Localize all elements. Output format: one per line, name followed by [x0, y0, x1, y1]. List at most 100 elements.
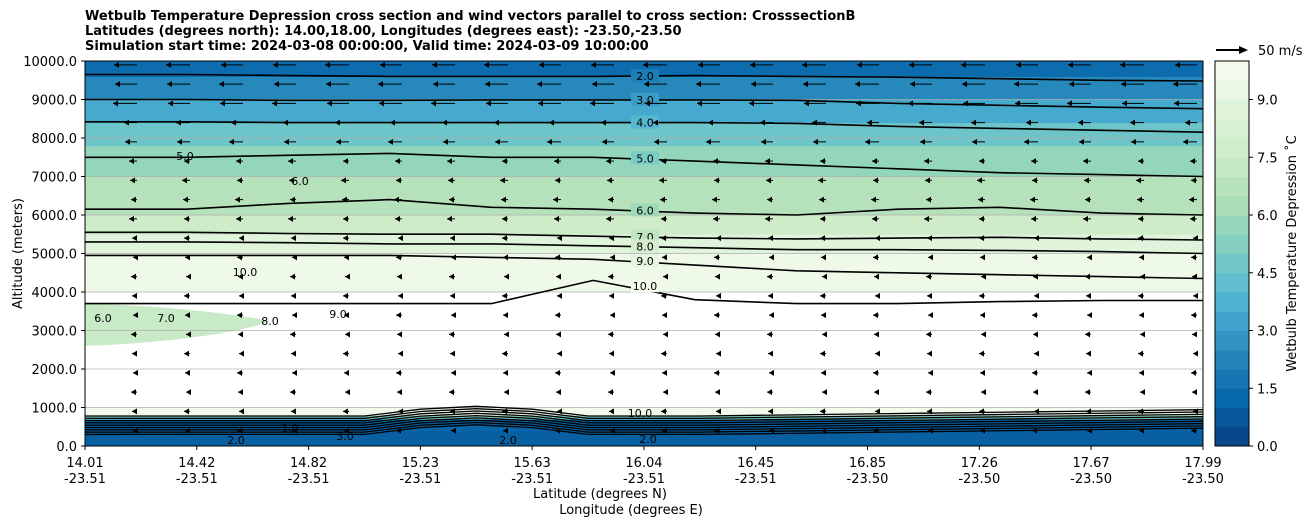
- contour-label-bg: [631, 151, 659, 165]
- wind-vector-head: [167, 81, 172, 88]
- wind-vector-head: [183, 196, 188, 203]
- wind-vector-head: [768, 292, 773, 299]
- contour-label: 3.0: [336, 430, 354, 443]
- wind-vector-head: [449, 389, 454, 396]
- wind-vector-head: [449, 196, 454, 203]
- wind-vector-head: [115, 81, 120, 88]
- y-tick-label: 9000.0: [32, 94, 78, 109]
- wind-vector-head: [1138, 350, 1143, 357]
- wind-vector-head: [820, 292, 825, 299]
- y-tick-label: 4000.0: [32, 286, 78, 301]
- y-tick-label: 1000.0: [32, 402, 78, 417]
- wind-vector-head: [602, 138, 607, 145]
- wind-vector-head: [345, 389, 350, 396]
- wind-vector-head: [865, 138, 870, 145]
- contour-label-bg: [631, 239, 659, 253]
- wind-vector-head: [449, 273, 454, 280]
- wind-vector-head: [714, 369, 719, 376]
- wind-vector-head: [822, 389, 827, 396]
- wind-vector-head: [812, 119, 817, 126]
- colorbar-segment: [1215, 388, 1249, 408]
- wind-vector-head: [292, 369, 297, 376]
- x-axis-label-2: Longitude (degrees E): [559, 503, 703, 518]
- wind-vector-head: [219, 81, 224, 88]
- y-tick-label: 5000.0: [32, 248, 78, 263]
- wind-vector-head: [235, 196, 240, 203]
- wind-vector-head: [661, 235, 666, 242]
- colorbar: 0.0 1.5 3.0 4.5 6.0 7.5 9.0 Wetbulb Temperature…: [1214, 60, 1300, 455]
- wind-vector-head: [556, 331, 561, 338]
- wind-vector-head: [645, 100, 650, 107]
- wind-vector-head: [132, 408, 137, 415]
- wind-vector-head: [981, 331, 986, 338]
- wind-vector-head: [486, 100, 491, 107]
- wind-vector-head: [450, 292, 455, 299]
- wind-vector-head: [291, 408, 296, 415]
- wind-vector-head: [1193, 350, 1198, 357]
- wind-vector-head: [166, 61, 171, 68]
- wind-vector-head: [398, 350, 403, 357]
- wind-vector-head: [696, 81, 701, 88]
- wind-vector-head: [872, 158, 877, 165]
- wind-vector-head: [1140, 331, 1145, 338]
- wind-vector-head: [766, 177, 771, 184]
- wind-vector-head: [767, 331, 772, 338]
- surface-contour-line: [85, 417, 1203, 429]
- wind-vector-head: [1083, 215, 1088, 222]
- wind-vector-head: [291, 235, 296, 242]
- wind-vector-head: [133, 254, 138, 261]
- wind-vector-head: [274, 81, 279, 88]
- wind-vector-head: [237, 254, 242, 261]
- surface-contour-line: [85, 405, 1203, 417]
- wind-vector-head: [610, 254, 615, 261]
- wind-vector-head: [396, 177, 401, 184]
- wind-vector-head: [820, 408, 825, 415]
- wind-vector-head: [344, 427, 349, 434]
- wind-vector-head: [537, 81, 542, 88]
- wind-vector-head: [451, 254, 456, 261]
- wind-vector-head: [185, 427, 190, 434]
- wind-vector-head: [872, 215, 877, 222]
- wind-vector-head: [662, 369, 667, 376]
- x-axis-label: Latitude (degrees N): [533, 487, 667, 502]
- wind-vector-head: [660, 196, 665, 203]
- colorbar-frame: [1214, 60, 1250, 447]
- wind-vector-head: [237, 312, 242, 319]
- x-tick-label-lat: 17.26: [961, 456, 998, 471]
- wind-vector-head: [1138, 215, 1143, 222]
- wind-vector-head: [1139, 427, 1144, 434]
- y-tick-label: 2000.0: [32, 363, 78, 378]
- chart-title-line-3: Simulation start time: 2024-03-08 00:00:…: [85, 39, 649, 54]
- wind-vector-head: [971, 119, 976, 126]
- wind-vector-head: [288, 158, 293, 165]
- wind-vector-head: [185, 312, 190, 319]
- wind-vector-head: [290, 196, 295, 203]
- y-tick-label: 8000.0: [32, 132, 78, 147]
- wind-vector-head: [910, 81, 915, 88]
- wind-vector-head: [238, 389, 243, 396]
- x-tick-label-lon: -23.50: [1070, 472, 1112, 487]
- wind-vector-head: [326, 81, 331, 88]
- wind-vector-head: [873, 254, 878, 261]
- wind-vector-head: [556, 273, 561, 280]
- colorbar-segment: [1215, 157, 1249, 177]
- wind-vector-head: [1193, 235, 1198, 242]
- wind-vector-head: [610, 312, 615, 319]
- wind-vector-head: [343, 235, 348, 242]
- wind-vector-head: [289, 177, 294, 184]
- wind-vector-head: [132, 292, 137, 299]
- colorbar-segment: [1215, 195, 1249, 216]
- wind-vector-head: [1034, 292, 1039, 299]
- wind-vector-head: [873, 312, 878, 319]
- wind-vectors: [113, 61, 1198, 434]
- wind-vector-head: [961, 61, 966, 68]
- wind-vector-head: [768, 235, 773, 242]
- wind-vector-head: [131, 196, 136, 203]
- wind-vector-head: [1015, 100, 1020, 107]
- wind-vector-head: [442, 119, 447, 126]
- wind-vector-head: [661, 158, 666, 165]
- wind-vector-head: [592, 81, 597, 88]
- wind-vector-head: [979, 235, 984, 242]
- wind-vector-head: [131, 331, 136, 338]
- wind-vector-head: [1069, 81, 1074, 88]
